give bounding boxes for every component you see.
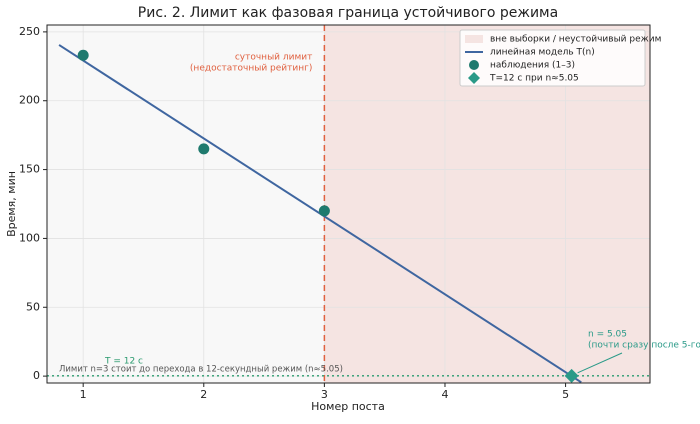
y-tick-label: 200	[19, 94, 40, 107]
x-axis-label: Номер поста	[311, 400, 385, 413]
observation-point	[318, 205, 330, 217]
annotation: (почти сразу после 5-го)	[588, 341, 700, 351]
y-axis-label: Время, мин	[5, 171, 18, 237]
y-tick-label: 250	[19, 25, 40, 38]
legend-label: линейная модель T(n)	[490, 48, 595, 58]
legend-label: наблюдения (1–3)	[490, 61, 575, 71]
annotation: суточный лимит	[235, 53, 313, 63]
x-tick-label: 4	[441, 388, 448, 401]
x-tick-label: 3	[321, 388, 328, 401]
observation-point	[198, 143, 210, 155]
y-tick-label: 100	[19, 231, 40, 244]
annotation-arrow	[577, 352, 623, 374]
x-tick-label: 1	[80, 388, 87, 401]
x-tick-label: 5	[562, 388, 569, 401]
axes-frame	[46, 24, 651, 384]
x-tick-label: 2	[200, 388, 207, 401]
legend-box	[459, 29, 646, 87]
y-tick-label: 150	[19, 163, 40, 176]
annotation: T = 12 с	[104, 357, 143, 367]
legend-swatch	[468, 72, 480, 84]
observation-point	[77, 49, 89, 61]
annotation: (недостаточный рейтинг)	[190, 64, 312, 74]
legend-swatch	[465, 35, 483, 43]
annotation: Лимит n=3 стоит до перехода в 12-секундн…	[59, 365, 343, 375]
y-tick-label: 50	[26, 300, 40, 313]
y-tick-label: 0	[33, 369, 40, 382]
chart-title: Рис. 2. Лимит как фазовая граница устойч…	[138, 5, 558, 21]
legend-label: вне выборки / неустойчивый режим	[490, 35, 661, 45]
legend-swatch	[469, 60, 479, 70]
annotation: n = 5.05	[588, 330, 627, 340]
crossing-point	[564, 368, 579, 383]
legend-label: T=12 с при n≈5.05	[489, 74, 579, 84]
